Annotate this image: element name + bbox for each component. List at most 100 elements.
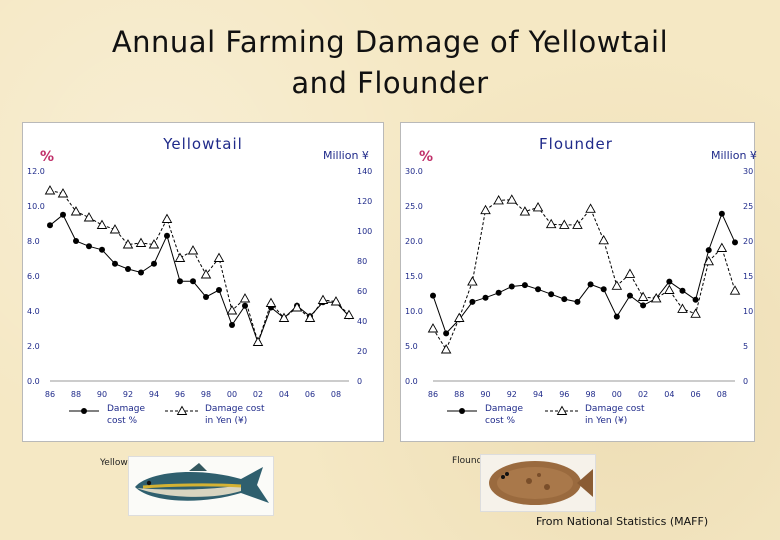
yellowtail-legend-yen-label-1: Damage cost [205, 404, 265, 414]
slide-title: Annual Farming Damage of Yellowtail and … [0, 22, 780, 104]
yellowtail-pct-point [138, 269, 144, 276]
flounder-pct-point [587, 281, 594, 288]
flounder-pct-point [718, 210, 725, 217]
yellowtail-yen-point [317, 294, 329, 304]
flounder-yen-point [637, 291, 649, 301]
source-note: From National Statistics (MAFF) [536, 515, 709, 528]
flounder-left-axis-label: % [419, 149, 433, 165]
yellowtail-legend-pct-label-1: Damage [107, 404, 145, 414]
flounder-yen-point [598, 234, 609, 245]
flounder-right-tick-label: 0 [743, 377, 748, 386]
flounder-right-tick-label: 20 [743, 237, 753, 246]
flounder-pct-point [508, 283, 515, 290]
flounder-pct-point [430, 292, 436, 299]
yellowtail-legend-pct-marker [81, 408, 87, 414]
flounder-x-tick-label: 96 [559, 390, 569, 399]
yellowtail-yen-point [96, 219, 108, 229]
flounder-yen-point [664, 284, 675, 294]
yellowtail-yen-point [122, 239, 134, 249]
flounder-x-tick-label: 94 [533, 390, 543, 399]
yellowtail-right-tick-label: 120 [357, 197, 372, 206]
flounder-image [480, 454, 596, 512]
yellowtail-pct-point [151, 260, 157, 267]
yellowtail-yen-point [70, 206, 82, 216]
yellowtail-yen-point [278, 312, 290, 322]
yellowtail-yen-point [57, 188, 69, 198]
flounder-pct-point [443, 330, 450, 337]
flounder-yen-point [506, 194, 518, 204]
yellowtail-yen-point [200, 269, 212, 279]
flounder-right-tick-label: 10 [743, 307, 753, 316]
flounder-yen-point [559, 219, 570, 229]
flounder-left-tick-label: 0.0 [405, 377, 418, 386]
yellowtail-left-tick-label: 0.0 [27, 377, 40, 386]
yellowtail-left-axis-label: % [40, 149, 54, 165]
flounder-yen-point [440, 344, 452, 354]
flounder-pct-point [613, 313, 620, 320]
flounder-yen-point [519, 206, 531, 216]
yellowtail-pct-point [190, 278, 196, 285]
flounder-x-tick-label: 02 [638, 390, 648, 399]
flounder-yen-point [532, 201, 544, 212]
flounder-yen-point [716, 242, 728, 252]
flounder-legend-pct-label-2: cost % [485, 416, 516, 426]
yellowtail-yen-point [291, 302, 303, 312]
yellowtail-yen-point [44, 185, 56, 195]
yellowtail-right-tick-label: 80 [357, 257, 367, 266]
yellowtail-pct-point [99, 246, 105, 253]
yellowtail-chart-title: Yellowtail [162, 135, 243, 153]
yellowtail-pct-point [125, 266, 131, 272]
yellowtail-yen-point [343, 309, 355, 319]
yellowtail-x-tick-label: 08 [331, 390, 341, 399]
flounder-legend-pct-label-1: Damage [485, 404, 523, 414]
yellowtail-right-tick-label: 60 [357, 287, 367, 296]
flounder-x-tick-label: 06 [691, 390, 701, 399]
yellowtail-pct-point [216, 287, 222, 293]
yellowtail-left-tick-label: 12.0 [27, 167, 45, 176]
flounder-yen-point [729, 285, 741, 295]
yellowtail-left-tick-label: 10.0 [27, 202, 45, 211]
yellowtail-yen-point [174, 252, 186, 262]
flounder-yen-point [677, 303, 688, 313]
flounder-yen-point [545, 218, 557, 229]
flounder-series-line-pct [432, 212, 736, 335]
yellowtail-x-tick-label: 88 [71, 390, 81, 399]
yellowtail-pct-point [203, 294, 209, 300]
yellowtail-image [128, 456, 274, 516]
flounder-right-axis-label: Million ¥ [711, 149, 757, 162]
yellowtail-series-line-yen [49, 190, 350, 344]
yellowtail-fish-icon [135, 463, 269, 503]
yellowtail-pct-point [177, 278, 183, 285]
yellowtail-yen-point [265, 297, 277, 307]
yellowtail-x-tick-label: 00 [227, 390, 237, 399]
flounder-legend-yen-marker [556, 405, 568, 415]
flounder-yen-point [467, 276, 478, 286]
yellowtail-yen-point [109, 224, 121, 234]
yellowtail-pct-point [73, 238, 79, 244]
flounder-left-tick-label: 25.0 [405, 202, 423, 211]
flounder-x-tick-label: 92 [507, 390, 517, 399]
flounder-yen-point [703, 255, 715, 266]
flounder-x-tick-label: 04 [664, 390, 674, 399]
yellowtail-right-tick-label: 20 [357, 347, 367, 356]
yellowtail-yen-point [161, 213, 173, 223]
yellowtail-left-tick-label: 4.0 [27, 307, 40, 316]
yellowtail-left-tick-label: 8.0 [27, 237, 40, 246]
flounder-x-tick-label: 00 [612, 390, 622, 399]
yellowtail-legend-yen-label-2: in Yen (¥) [205, 416, 247, 426]
flounder-yen-point [611, 280, 623, 290]
flounder-left-tick-label: 30.0 [405, 167, 423, 176]
flounder-pct-point [600, 286, 607, 293]
slide-title-line2: and Flounder [291, 66, 489, 100]
flounder-pct-point [692, 296, 699, 303]
yellowtail-right-axis-label: Million ¥ [323, 149, 369, 162]
yellowtail-x-tick-label: 04 [279, 390, 289, 399]
flounder-pct-point [482, 294, 489, 301]
flounder-legend-yen-label-2: in Yen (¥) [585, 416, 627, 426]
flounder-pct-point [574, 298, 581, 305]
flounder-left-tick-label: 15.0 [405, 272, 423, 281]
yellowtail-legend-yen-marker [176, 405, 188, 415]
flounder-chart-panel: Flounder% Million ¥ 0.0 5.0 10.0 15.0 20.0 25.0… [400, 122, 757, 442]
flounder-pct-point [626, 292, 633, 299]
flounder-yen-point [453, 312, 465, 322]
